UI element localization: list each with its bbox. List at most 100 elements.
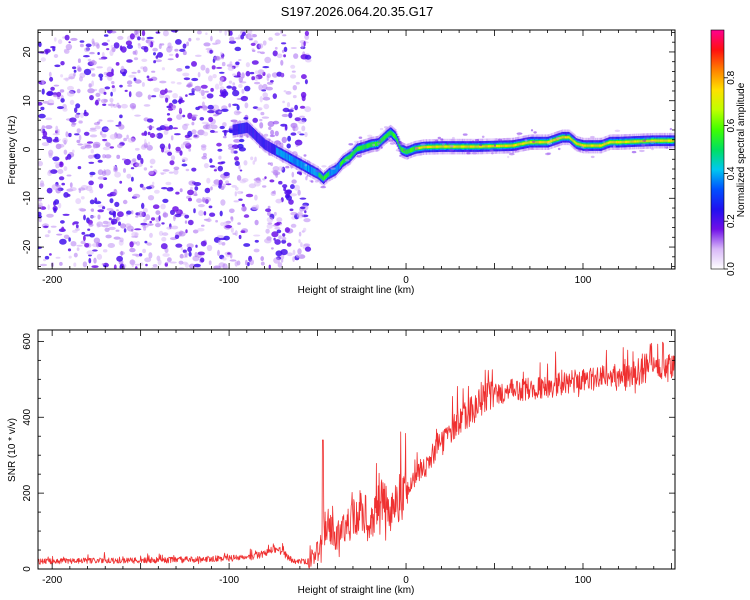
noise-speckle [53,207,57,213]
ridge-segment [594,144,596,147]
ridge-segment [349,154,351,159]
noise-speckle [297,131,302,134]
ridge-segment [640,140,642,143]
noise-speckle [170,30,179,33]
noise-speckle [299,105,306,109]
ridge-halo [547,142,553,145]
ridge-segment [344,158,346,163]
noise-speckle [152,47,158,52]
ridge-segment [277,148,279,155]
noise-speckle [86,141,94,144]
ridge-segment [351,152,353,157]
ridge-halo [530,129,534,132]
noise-speckle [96,66,103,69]
noise-speckle [299,206,306,210]
ridge-segment [429,145,431,148]
ridge-segment [387,132,389,137]
noise-speckle [227,66,235,71]
noise-speckle [262,66,270,69]
ridge-halo [642,139,647,142]
noise-speckle [73,69,77,73]
noise-speckle [59,238,67,245]
noise-speckle [237,222,241,225]
noise-speckle [168,53,174,57]
noise-speckle [270,129,275,136]
ridge-halo [389,142,395,145]
noise-speckle [79,40,85,43]
noise-speckle [84,47,90,53]
ridge-halo [350,149,353,152]
ridge-halo [353,140,359,143]
ridge-segment [244,122,246,134]
noise-speckle [123,158,131,166]
heatmap-x-axis-label: Height of straight line (km) [298,285,415,296]
noise-speckle [40,57,46,62]
noise-speckle [166,113,171,116]
noise-speckle [135,30,141,34]
noise-speckle [66,193,71,197]
noise-speckle [153,52,156,56]
noise-speckle [248,183,257,189]
noise-speckle [116,209,119,212]
ridge-segment [655,139,657,142]
noise-speckle [251,76,256,81]
noise-speckle [80,112,84,119]
ridge-segment [290,155,292,163]
noise-speckle [270,80,274,83]
ridge-halo [665,146,668,149]
ridge-segment [453,145,455,148]
ridge-segment [478,145,481,148]
noise-speckle [103,91,107,95]
noise-speckle [182,50,187,56]
ridge-segment [307,164,309,172]
heatmap-ridge [232,119,675,189]
ridge-segment [661,139,663,142]
noise-speckle [276,229,282,234]
ridge-segment [294,157,296,165]
noise-speckle [300,91,307,99]
noise-speckle [234,161,240,166]
noise-speckle [245,193,254,198]
ridge-segment [537,141,539,144]
noise-speckle [241,72,245,79]
ridge-segment [588,144,590,147]
ridge-segment [531,141,533,144]
noise-speckle [218,237,226,241]
noise-speckle [200,64,206,71]
ridge-segment [472,145,474,148]
noise-speckle [201,224,205,227]
noise-speckle [79,72,86,79]
ridge-segment [554,138,556,141]
ridge-segment [671,139,673,142]
noise-speckle [145,214,151,221]
noise-speckle [131,176,134,182]
ridge-segment [424,145,427,149]
noise-speckle [75,103,81,109]
noise-speckle [76,88,81,94]
ridge-segment [614,141,617,144]
noise-speckle [270,191,276,196]
noise-speckle [86,250,94,256]
ridge-segment [639,140,641,143]
noise-speckle [153,60,157,64]
ridge-halo [514,148,518,152]
noise-speckle [56,128,60,134]
ridge-segment [458,145,461,148]
noise-speckle [108,226,116,231]
colorbar-gradient [711,30,724,269]
noise-speckle [230,149,235,154]
ridge-halo [372,143,376,147]
ridge-segment [628,140,630,143]
noise-speckle [273,257,281,264]
noise-speckle [39,182,45,188]
noise-speckle [134,79,142,84]
ridge-segment [467,145,469,148]
noise-speckle [217,235,224,238]
noise-speckle [175,146,181,152]
noise-speckle [262,40,267,46]
ridge-segment [474,145,476,148]
ridge-segment [624,140,626,143]
noise-speckle [98,119,103,122]
noise-speckle [120,250,123,257]
noise-speckle [103,128,110,131]
